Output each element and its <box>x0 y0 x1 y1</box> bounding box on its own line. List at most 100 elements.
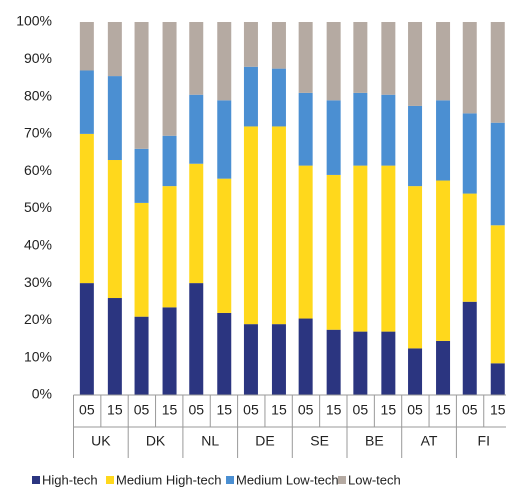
bar-segment <box>189 163 204 284</box>
bar-segment <box>107 160 122 299</box>
x-tick-label: 15 <box>107 402 123 418</box>
x-tick-label: 15 <box>271 402 287 418</box>
y-tick-label: 90% <box>24 50 52 66</box>
bar-segment <box>381 165 396 332</box>
bar-segment <box>381 22 396 95</box>
y-tick-label: 0% <box>32 386 52 402</box>
x-tick-label: 15 <box>216 402 232 418</box>
bar-segment <box>408 186 423 349</box>
x-tick-label: 15 <box>326 402 342 418</box>
bar-segment <box>217 100 232 179</box>
bar-segment <box>79 70 94 134</box>
bar-segment <box>162 186 177 308</box>
bar-segment <box>79 22 94 71</box>
bar-segment <box>298 318 313 395</box>
bar-segment <box>326 174 341 330</box>
x-tick-label: 05 <box>243 402 259 418</box>
bar-segment <box>490 22 505 123</box>
y-tick-label: 50% <box>24 199 52 215</box>
bar-segment <box>436 100 451 181</box>
bar-segment <box>217 22 232 101</box>
bar-segment <box>271 22 286 69</box>
group-label: FI <box>478 433 490 449</box>
x-tick-label: 05 <box>407 402 423 418</box>
bar-segment <box>107 76 122 161</box>
bar-segment <box>271 324 286 395</box>
bar-segment <box>107 22 122 77</box>
bar-segment <box>189 283 204 395</box>
bar-segment <box>353 92 368 166</box>
x-tick-label: 15 <box>162 402 178 418</box>
bar-segment <box>326 329 341 395</box>
bar-segment <box>436 22 451 101</box>
bar-segment <box>162 22 177 136</box>
x-tick-label: 15 <box>490 402 506 418</box>
bar-segment <box>217 178 232 313</box>
bar-segment <box>271 68 286 127</box>
x-tick-label: 05 <box>353 402 369 418</box>
bar-segment <box>381 331 396 395</box>
bar-segment <box>408 105 423 187</box>
bar-segment <box>189 22 204 95</box>
y-tick-label: 100% <box>16 13 52 29</box>
y-tick-label: 60% <box>24 162 52 178</box>
bar-segment <box>243 22 258 67</box>
legend-label: Medium High-tech <box>116 472 222 487</box>
y-tick-label: 40% <box>24 237 52 253</box>
bar-segment <box>462 22 477 114</box>
bar-segment <box>162 307 177 395</box>
bar-segment <box>217 312 232 395</box>
bar-segment <box>79 133 94 284</box>
legend-swatch <box>226 476 234 484</box>
bar-segment <box>408 22 423 106</box>
bar-segment <box>462 113 477 194</box>
group-label: NL <box>201 433 219 449</box>
bar-segment <box>436 180 451 341</box>
bar-segment <box>298 22 313 93</box>
bar-segment <box>462 193 477 302</box>
x-tick-label: 05 <box>134 402 150 418</box>
y-tick-label: 70% <box>24 125 52 141</box>
bar-segment <box>134 148 149 203</box>
x-tick-label: 05 <box>79 402 95 418</box>
y-tick-label: 30% <box>24 274 52 290</box>
bar-segment <box>490 122 505 226</box>
group-label: SE <box>310 433 329 449</box>
group-label: UK <box>91 433 111 449</box>
bar-segment <box>134 316 149 395</box>
legend-label: Medium Low-tech <box>236 472 339 487</box>
bar-segment <box>298 92 313 166</box>
bar-segment <box>490 225 505 364</box>
bar-segment <box>381 94 396 166</box>
bar-segment <box>408 348 423 395</box>
group-label: BE <box>365 433 384 449</box>
bar-segment <box>243 324 258 395</box>
y-tick-label: 10% <box>24 348 52 364</box>
bar-segment <box>326 22 341 101</box>
legend-swatch <box>338 476 346 484</box>
group-label: DK <box>146 433 166 449</box>
legend-label: Low-tech <box>348 472 401 487</box>
bar-segment <box>243 126 258 325</box>
bar-segment <box>436 340 451 395</box>
x-tick-label: 05 <box>462 402 478 418</box>
y-tick-label: 80% <box>24 87 52 103</box>
x-tick-label: 15 <box>435 402 451 418</box>
group-label: DE <box>255 433 274 449</box>
bar-segment <box>353 22 368 93</box>
group-label: AT <box>421 433 438 449</box>
x-tick-label: 05 <box>188 402 204 418</box>
bar-segment <box>353 331 368 395</box>
legend-swatch <box>106 476 114 484</box>
x-tick-label: 15 <box>381 402 397 418</box>
bar-segment <box>353 165 368 332</box>
bar-segment <box>79 283 94 395</box>
bar-segment <box>462 301 477 395</box>
bar-segment <box>134 202 149 317</box>
bar-segment <box>189 94 204 164</box>
bar-segment <box>243 66 258 127</box>
bar-segment <box>271 126 286 325</box>
bar-segment <box>107 298 122 395</box>
legend-swatch <box>32 476 40 484</box>
